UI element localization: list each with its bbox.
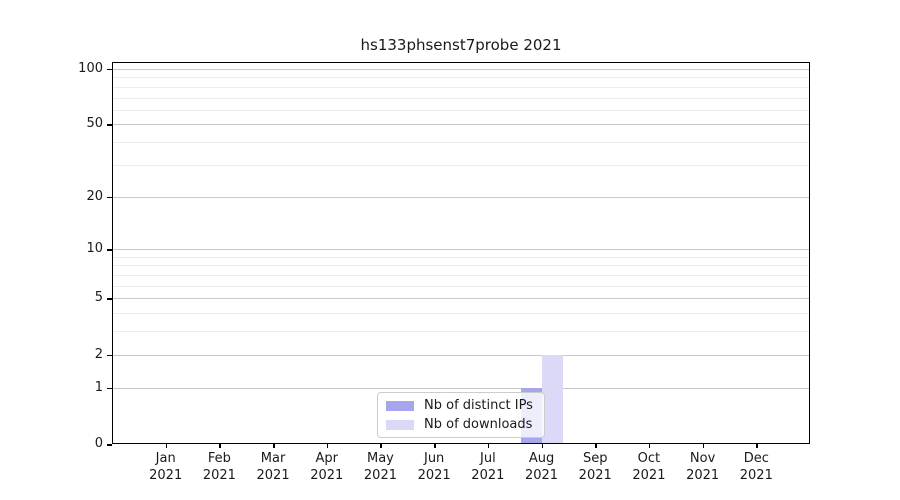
x-tick-label-year: 2021: [524, 468, 559, 483]
x-tick-mark: [702, 444, 705, 448]
x-tick-mark: [595, 444, 597, 448]
x-tick-mark: [541, 444, 544, 448]
plot-area: Nb of distinct IPs Nb of downloads: [112, 62, 810, 444]
y-gridline-major: [112, 249, 810, 251]
x-tick-label-year: 2021: [256, 468, 290, 483]
y-gridline-minor: [112, 331, 810, 333]
legend: Nb of distinct IPs Nb of downloads: [377, 392, 545, 438]
y-tick-mark: [107, 354, 112, 357]
legend-swatch-distinct-ips: [386, 400, 414, 411]
x-tick-mark: [756, 444, 758, 448]
y-tick-mark: [107, 68, 112, 71]
y-tick-label: 50: [86, 116, 103, 132]
x-tick-mark: [487, 444, 490, 448]
x-tick-label-month: Jan: [155, 451, 176, 466]
y-tick-mark: [107, 444, 112, 446]
x-tick-label-year: 2021: [578, 468, 612, 483]
y-tick-label: 0: [94, 436, 103, 451]
x-tick-label-month: Jul: [480, 451, 496, 466]
legend-entry-distinct-ips: Nb of distinct IPs: [386, 398, 536, 413]
x-tick-label-month: Nov: [689, 451, 716, 466]
y-gridline-major: [112, 68, 810, 70]
x-tick-label-year: 2021: [686, 468, 720, 483]
x-tick-label-year: 2021: [363, 468, 397, 483]
x-tick-label: Aug 2021: [510, 450, 574, 484]
y-tick-label: 2: [94, 346, 103, 362]
x-tick-mark: [326, 444, 329, 448]
x-tick-label: Nov 2021: [671, 450, 735, 484]
y-gridline-minor: [112, 265, 810, 267]
y-tick-label: 20: [86, 188, 103, 204]
chart-title: hs133phsenst7probe 2021: [360, 36, 562, 54]
x-tick-mark: [165, 444, 168, 448]
x-tick-label-month: Dec: [743, 451, 769, 466]
x-tick-label: Mar 2021: [241, 450, 305, 484]
y-gridline-minor: [112, 256, 810, 258]
y-tick-label: 10: [86, 241, 103, 257]
x-tick-label: Dec 2021: [724, 450, 788, 484]
x-tick-label-year: 2021: [739, 468, 773, 483]
x-tick-label: Jun 2021: [402, 450, 466, 484]
y-gridline-minor: [112, 97, 810, 99]
y-tick-mark: [107, 298, 112, 300]
y-gridline-major: [112, 354, 810, 356]
y-tick-label: 5: [94, 290, 103, 306]
x-tick-label-month: Apr: [315, 451, 339, 466]
x-tick-mark: [434, 444, 436, 448]
y-gridline-minor: [112, 313, 810, 315]
legend-swatch-downloads: [386, 419, 414, 430]
x-tick-label: Jan 2021: [134, 450, 198, 484]
legend-label-distinct-ips: Nb of distinct IPs: [424, 398, 533, 413]
y-gridline-major: [112, 298, 810, 300]
legend-label-downloads: Nb of downloads: [424, 417, 533, 432]
x-tick-label-month: Aug: [528, 451, 555, 466]
y-tick-label: 1: [94, 379, 103, 395]
y-gridline-minor: [112, 109, 810, 111]
x-tick-label-year: 2021: [310, 468, 344, 483]
x-tick-label: Jul 2021: [456, 450, 520, 484]
y-tick-mark: [107, 196, 112, 199]
x-tick-label-month: Feb: [207, 451, 231, 466]
y-gridline-minor: [112, 142, 810, 144]
x-tick-mark: [273, 444, 275, 448]
x-tick-label-month: Mar: [260, 451, 286, 466]
y-gridline-minor: [112, 275, 810, 276]
y-gridline-minor: [112, 285, 810, 287]
x-tick-label-year: 2021: [149, 468, 183, 483]
y-gridline-major: [112, 387, 810, 389]
y-gridline-major: [112, 124, 810, 126]
x-tick-label: Apr 2021: [295, 450, 359, 484]
x-tick-label-month: Jun: [423, 451, 445, 466]
x-tick-label-month: Oct: [637, 451, 661, 466]
x-tick-label-year: 2021: [632, 468, 666, 483]
y-gridline-minor: [112, 86, 810, 88]
x-tick-label-month: Sep: [582, 451, 608, 466]
legend-entry-downloads: Nb of downloads: [386, 417, 536, 432]
x-tick-label-year: 2021: [417, 468, 451, 483]
x-tick-label-month: May: [367, 451, 394, 466]
x-tick-label: Feb 2021: [187, 450, 251, 484]
y-tick-mark: [107, 124, 112, 126]
x-tick-label: Sep 2021: [563, 450, 627, 484]
y-gridline-minor: [112, 164, 810, 166]
y-tick-mark: [107, 249, 112, 251]
y-gridline-major: [112, 196, 810, 198]
x-tick-mark: [380, 444, 382, 448]
x-tick-mark: [219, 444, 221, 448]
x-tick-label: May 2021: [348, 450, 412, 484]
x-tick-mark: [648, 444, 651, 448]
x-tick-label-year: 2021: [202, 468, 236, 483]
y-tick-label: 100: [78, 60, 103, 76]
y-gridline-minor: [112, 77, 810, 79]
y-tick-mark: [107, 387, 112, 390]
x-tick-label: Oct 2021: [617, 450, 681, 484]
x-tick-label-year: 2021: [471, 468, 505, 483]
bar-downloads: [541, 354, 563, 444]
